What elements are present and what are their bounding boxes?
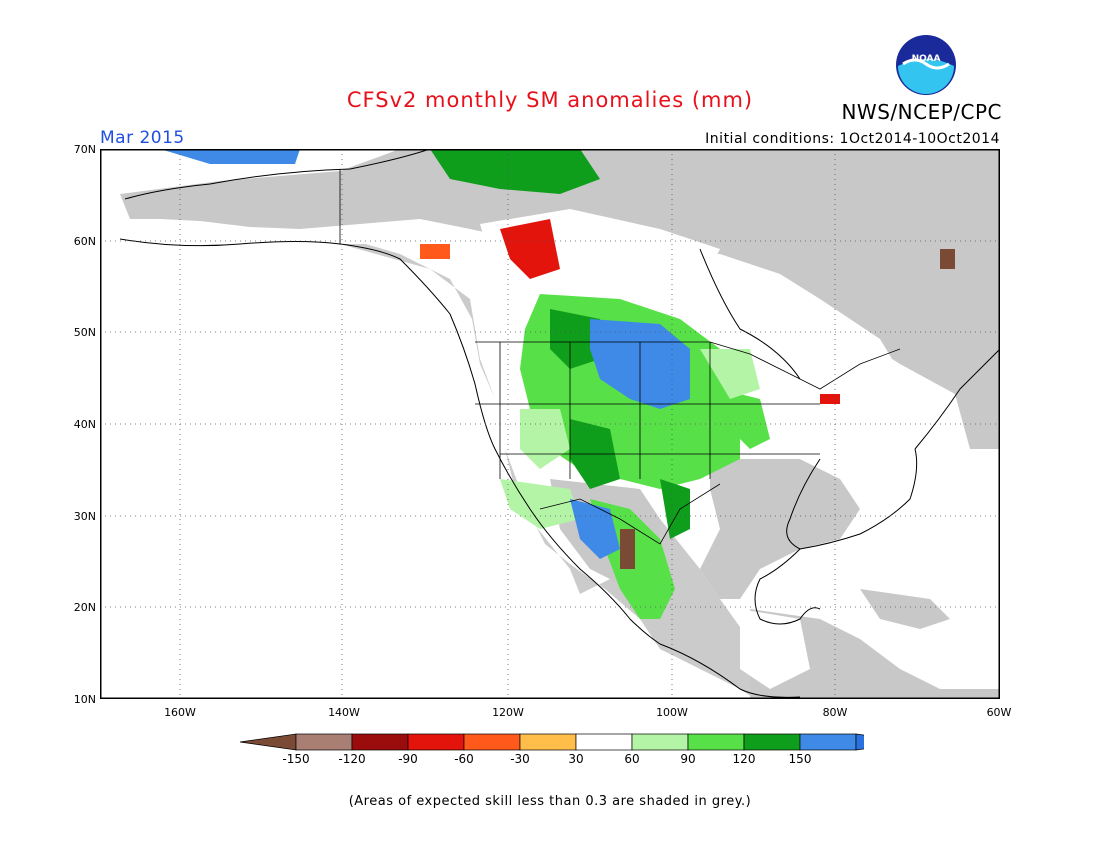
map-border bbox=[100, 149, 1000, 699]
colorbar-cell bbox=[407, 733, 465, 751]
colorbar-label: 30 bbox=[568, 752, 584, 766]
lon-label-80w: 80W bbox=[822, 706, 848, 719]
lon-label-120w: 120W bbox=[492, 706, 524, 719]
lat-label-10n: 10N bbox=[73, 693, 96, 706]
colorbar-label: -90 bbox=[398, 752, 418, 766]
footnote: (Areas of expected skill less than 0.3 a… bbox=[348, 794, 752, 809]
colorbar-label: 60 bbox=[624, 752, 640, 766]
political-borders bbox=[339, 169, 901, 545]
colorbar-cell bbox=[575, 733, 633, 751]
agency-label: NWS/NCEP/CPC bbox=[841, 100, 1002, 124]
moderate-dry-anomaly-region bbox=[420, 244, 450, 259]
lon-label-140w: 140W bbox=[328, 706, 360, 719]
lat-label-30n: 30N bbox=[73, 510, 96, 523]
lon-label-60w: 60W bbox=[986, 706, 1012, 719]
map-area bbox=[100, 149, 1000, 699]
colorbar-label: -30 bbox=[510, 752, 530, 766]
colorbar-cell bbox=[631, 733, 689, 751]
colorbar-cell bbox=[519, 733, 577, 751]
coastlines bbox=[119, 149, 1000, 698]
lat-lon-grid bbox=[100, 149, 1000, 699]
map-title: CFSv2 monthly SM anomalies (mm) bbox=[346, 88, 754, 112]
lon-label-100w: 100W bbox=[656, 706, 688, 719]
colorbar-label: 90 bbox=[680, 752, 696, 766]
colorbar-label: 120 bbox=[732, 752, 756, 766]
initial-conditions-label: Initial conditions: 1Oct2014-10Oct2014 bbox=[705, 131, 1000, 147]
colorbar-cell bbox=[295, 733, 353, 751]
lon-label-160w: 160W bbox=[164, 706, 196, 719]
colorbar-label: -120 bbox=[338, 752, 366, 766]
colorbar-arrow-right bbox=[855, 733, 864, 751]
lat-label-40n: 40N bbox=[73, 418, 96, 431]
colorbar-label: -150 bbox=[282, 752, 310, 766]
colorbar-cells bbox=[239, 733, 864, 751]
colorbar-cell bbox=[687, 733, 745, 751]
colorbar-label: -60 bbox=[454, 752, 474, 766]
lat-label-70n: 70N bbox=[73, 143, 96, 156]
colorbar-label: 150 bbox=[788, 752, 812, 766]
colorbar-cell bbox=[743, 733, 801, 751]
colorbar-arrow-left bbox=[239, 733, 297, 751]
valid-month-label: Mar 2015 bbox=[100, 128, 185, 148]
colorbar-cell bbox=[799, 733, 857, 751]
lat-label-50n: 50N bbox=[73, 326, 96, 339]
dry-anomaly-region bbox=[500, 219, 840, 404]
noaa-logo-text: NOAA bbox=[912, 54, 941, 64]
colorbar-cell bbox=[351, 733, 409, 751]
noaa-logo: NOAA bbox=[896, 35, 956, 95]
strong-dry-anomaly-region bbox=[620, 249, 955, 569]
colorbar bbox=[239, 733, 864, 751]
lat-label-20n: 20N bbox=[73, 601, 96, 614]
colorbar-cell bbox=[463, 733, 521, 751]
lat-label-60n: 60N bbox=[73, 235, 96, 248]
